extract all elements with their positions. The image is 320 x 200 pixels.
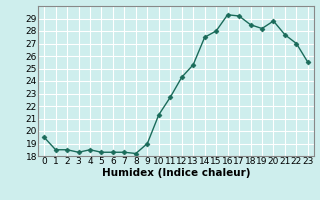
X-axis label: Humidex (Indice chaleur): Humidex (Indice chaleur): [102, 168, 250, 178]
